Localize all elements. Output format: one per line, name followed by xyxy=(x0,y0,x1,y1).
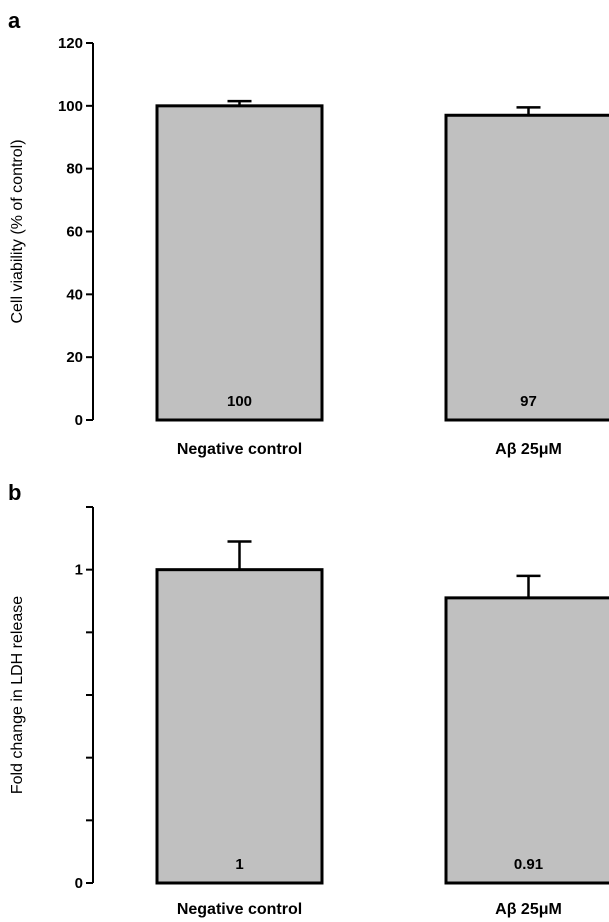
y-tick-label: 100 xyxy=(58,98,83,115)
bar-value-label: 97 xyxy=(520,393,537,410)
x-category-label: Negative control xyxy=(177,441,302,458)
x-category-label: Aβ 25μM xyxy=(495,441,562,458)
bar-abeta-25um xyxy=(446,598,609,883)
bar-negative-control xyxy=(157,106,322,420)
panel-letter: a xyxy=(8,8,21,33)
bar-abeta-25um xyxy=(446,115,609,420)
y-axis-title: Fold change in LDH release xyxy=(9,596,26,794)
bar-negative-control xyxy=(157,570,322,883)
x-category-label: Aβ 25μM xyxy=(495,901,562,918)
bar-value-label: 100 xyxy=(227,393,252,410)
panel-b-chart: b 0 1 Fold change in LDH release 1 Negative c… xyxy=(8,480,609,918)
bar-value-label: 1 xyxy=(235,856,243,873)
x-category-label: Negative control xyxy=(177,901,302,918)
y-tick-label: 20 xyxy=(66,349,83,366)
y-tick-label: 80 xyxy=(66,161,83,178)
y-tick-label: 1 xyxy=(75,562,83,579)
y-tick-label: 0 xyxy=(75,875,83,892)
y-tick-label: 40 xyxy=(66,286,83,303)
y-axis-title: Cell viability (% of control) xyxy=(9,139,26,323)
panel-letter: b xyxy=(8,480,21,505)
y-tick-label: 0 xyxy=(75,412,83,429)
y-tick-label: 60 xyxy=(66,224,83,241)
bar-value-label: 0.91 xyxy=(514,856,543,873)
y-tick-label: 120 xyxy=(58,35,83,52)
panel-a-chart: a 0 20 40 60 80 100 120 Cell viability (% of con… xyxy=(8,8,609,458)
